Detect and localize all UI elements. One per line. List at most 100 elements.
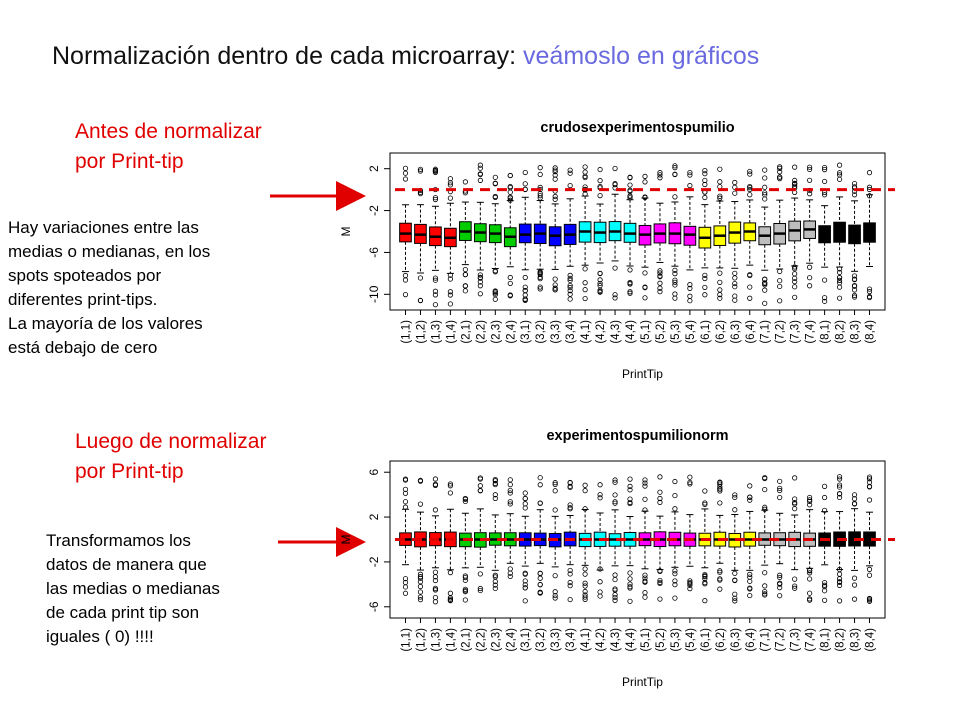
before-arrow [270,181,366,211]
outlier-point [627,598,633,604]
outlier-point [537,286,543,292]
outlier-point [642,575,648,581]
outlier-point [612,572,618,578]
outlier-point [507,501,513,507]
outlier-point [822,192,828,198]
outlier-point [777,487,783,494]
outlier-point [552,480,558,486]
after-label: Luego de normalizar por Print-tip [75,427,266,487]
outlier-point [687,479,693,486]
x-tick-label: (1,1) [400,320,412,344]
outlier-point [717,480,723,486]
outlier-point [702,171,708,177]
outlier-point [417,589,424,595]
x-tick-label: (3,4) [565,628,577,652]
outlier-point [642,590,648,596]
outlier-point [836,482,843,488]
outlier-point [807,590,813,596]
x-tick-label: (2,3) [490,320,502,344]
outlier-point [836,176,843,182]
outlier-point [582,571,588,577]
outlier-point [462,266,468,273]
outlier-point [792,475,798,481]
outlier-point [537,284,543,290]
outlier-point [507,490,513,496]
outlier-point [402,292,409,298]
outlier-point [717,195,723,201]
outlier-point [702,272,708,278]
outlier-point [507,499,513,505]
outlier-point [836,274,843,281]
outlier-point [732,280,738,287]
outlier-point [732,494,738,501]
outlier-point [477,571,483,577]
outlier-point [402,504,409,510]
outlier-point [537,271,543,277]
outlier-point [672,282,678,288]
x-tick-label: (7,3) [790,628,802,652]
outlier-point [552,285,558,291]
x-tick-label: (4,4) [625,320,637,344]
outlier-point [822,295,828,301]
outlier-point [522,169,528,176]
outlier-point [762,167,768,173]
outlier-point [402,176,409,182]
x-tick-label: (2,2) [475,320,487,344]
outlier-point [612,592,618,598]
outlier-point [822,582,828,588]
outlier-point [537,475,543,481]
outlier-point [732,184,738,190]
x-tick-label: (3,1) [520,320,532,344]
outlier-point [702,501,708,507]
outlier-point [807,166,813,173]
after-note-line: iguales ( 0) !!!! [46,627,154,646]
outlier-point [447,272,453,278]
outlier-point [792,294,798,300]
outlier-point [866,193,873,199]
outlier-point [822,507,828,513]
outlier-point [836,172,843,178]
x-tick-label: (1,2) [415,628,427,652]
outlier-point [762,475,768,481]
outlier-point [792,496,798,502]
outlier-point [552,169,558,175]
outlier-point [642,496,648,502]
y-tick-label: -6 [367,247,381,258]
outlier-point [866,184,873,190]
outlier-point [507,194,513,200]
outlier-point [732,270,738,276]
outlier-point [836,582,843,588]
outlier-point [567,571,573,577]
x-tick-label: (8,3) [850,628,862,652]
outlier-point [866,289,873,295]
y-tick-label: -10 [367,285,381,303]
outlier-point [762,287,768,293]
outlier-point [687,285,693,291]
outlier-point [552,165,558,171]
outlier-point [807,502,813,508]
outlier-point [807,596,813,602]
outlier-point [851,180,858,187]
outlier-point [567,167,573,173]
outlier-point [582,191,588,197]
outlier-point [687,183,693,189]
outlier-point [717,576,723,582]
x-tick-label: (6,2) [715,628,727,652]
outlier-point [702,500,708,506]
outlier-point [642,480,648,486]
outlier-point [417,477,424,484]
outlier-point [567,284,573,291]
outlier-point [851,192,858,198]
x-tick-label: (8,3) [850,320,862,344]
outlier-point [822,277,828,283]
outlier-point [567,288,573,294]
x-tick-label: (6,1) [700,320,712,344]
outlier-point [777,494,783,501]
outlier-point [732,492,738,498]
y-axis-label: M [339,535,353,545]
x-axis-label: PrintTip [622,675,663,689]
after-note-line: Transformamos los [46,531,191,550]
outlier-point [447,176,453,182]
outlier-point [747,192,753,198]
outlier-point [417,594,424,600]
